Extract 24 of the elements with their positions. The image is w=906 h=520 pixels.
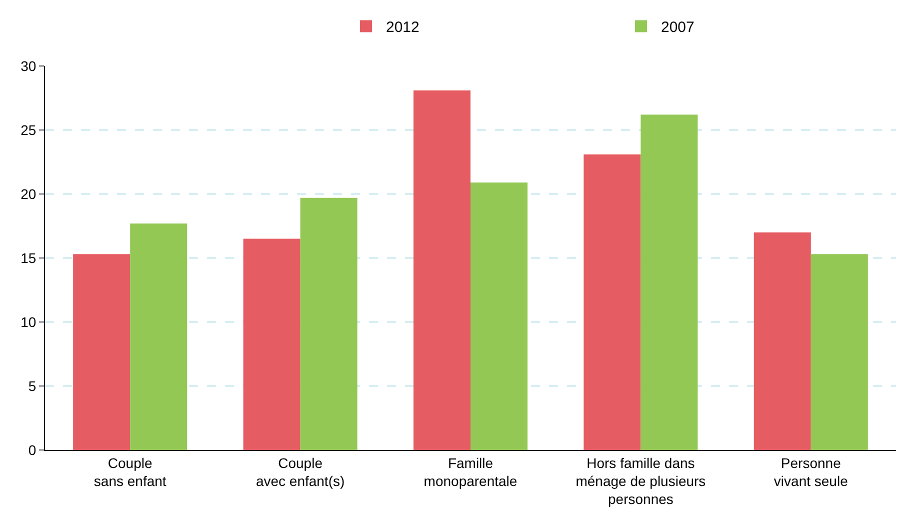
x-tick-label: Personne vivant seule — [774, 454, 848, 489]
y-tick-label: 20 — [20, 186, 36, 202]
y-tick-label: 15 — [20, 250, 36, 266]
y-tick-label: 5 — [28, 378, 36, 394]
y-tick-label: 0 — [28, 442, 36, 458]
bar — [584, 154, 641, 450]
legend-label: 2012 — [386, 19, 420, 36]
x-tick-label: Hors famille dans ménage de plusieurs personnes — [576, 454, 706, 508]
bar — [413, 90, 470, 450]
x-tick-label: Couple sans enfant — [94, 454, 166, 489]
bar — [130, 223, 188, 450]
bar — [73, 254, 130, 450]
bar — [300, 198, 358, 450]
y-tick-label: 25 — [20, 122, 36, 138]
legend-label: 2007 — [661, 19, 694, 36]
bar — [810, 254, 868, 450]
bar — [243, 238, 300, 450]
bar — [470, 182, 528, 450]
y-tick-label: 30 — [20, 58, 36, 74]
x-tick-label: Famille monoparentale — [424, 454, 518, 489]
x-tick-label: Couple avec enfant(s) — [256, 454, 345, 489]
y-tick-label: 10 — [20, 314, 36, 330]
bar — [640, 114, 698, 450]
bar — [754, 232, 811, 450]
